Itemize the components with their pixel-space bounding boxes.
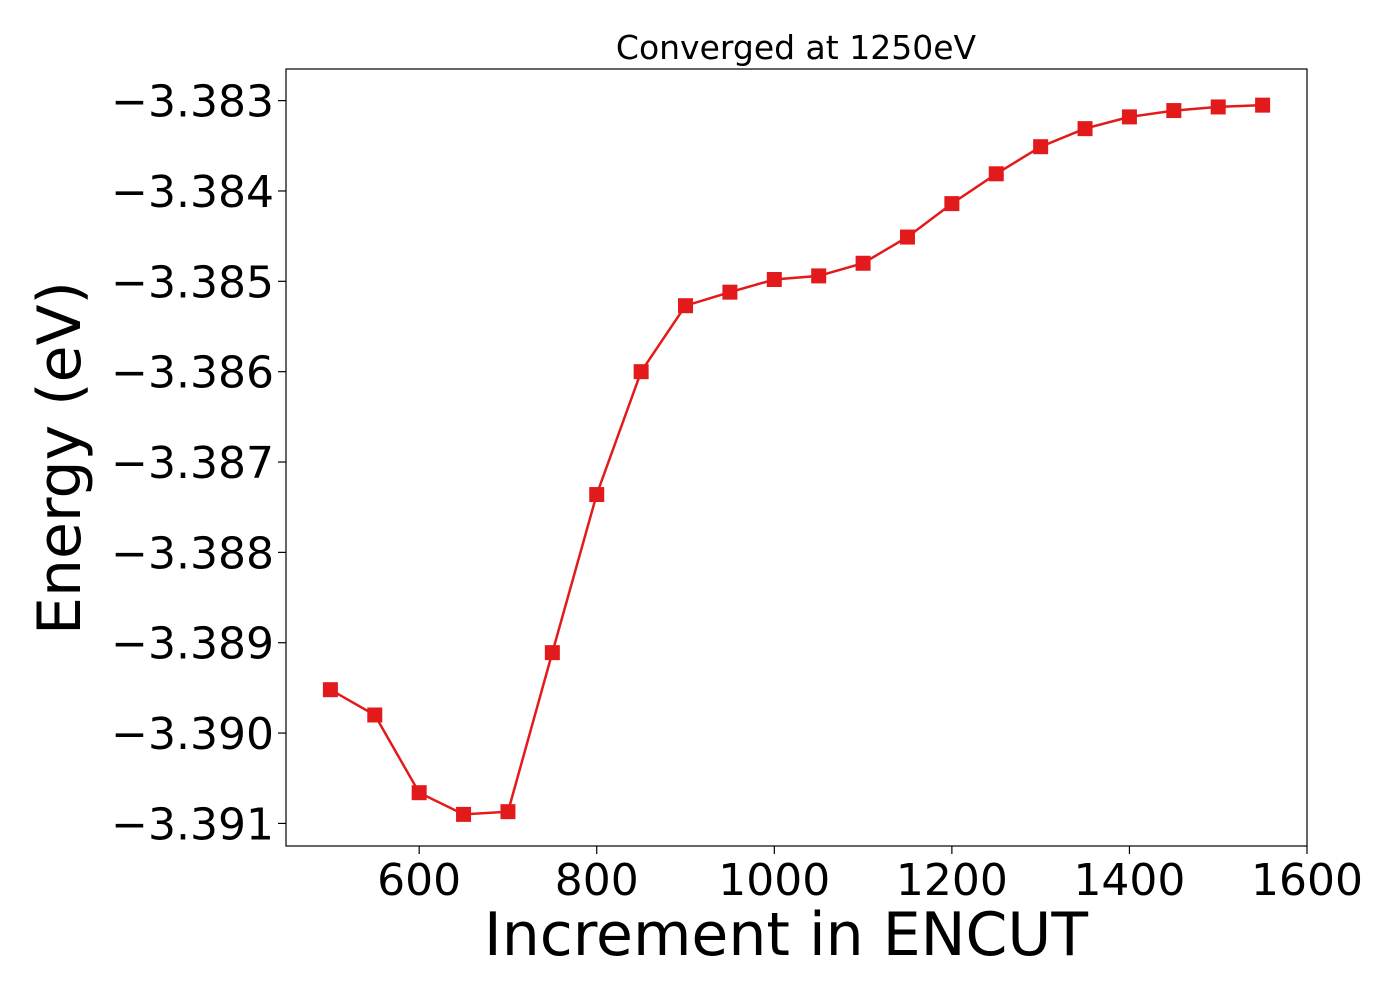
data-point-marker (1033, 139, 1049, 155)
series-line (329, 103, 1263, 816)
y-tick-label: −3.390 (111, 709, 274, 760)
data-point-marker (322, 682, 338, 698)
x-tick-label: 800 (555, 855, 639, 906)
y-tick-label: −3.386 (111, 348, 274, 399)
x-tick-label: 1200 (896, 855, 1008, 906)
x-tick-label: 600 (377, 855, 461, 906)
y-tick-label: −3.384 (111, 167, 274, 218)
data-point-marker (899, 229, 915, 245)
data-point-marker (678, 298, 694, 314)
data-point-marker (1077, 121, 1093, 137)
data-point-marker (722, 284, 738, 300)
data-point-marker (544, 645, 560, 661)
y-tick-label: −3.391 (111, 799, 274, 850)
data-point-marker (633, 364, 649, 380)
y-axis-label: Energy (eV) (25, 281, 95, 635)
data-point-marker (944, 196, 960, 212)
data-point-marker (1255, 97, 1271, 113)
data-point-marker (456, 806, 472, 822)
data-point-marker (589, 487, 605, 503)
data-point-marker (988, 166, 1004, 182)
data-point-marker (367, 707, 383, 723)
data-series (322, 97, 1271, 822)
data-point-marker (855, 255, 871, 271)
plot-area (285, 68, 1308, 847)
data-point-marker (1166, 103, 1182, 119)
chart-title: Converged at 1250eV (616, 28, 977, 67)
y-tick-label: −3.389 (111, 619, 274, 670)
x-axis-ticks: 600 800 1000 1200 1400 1600 (377, 846, 1363, 906)
data-point-marker (1210, 99, 1226, 115)
y-tick-label: −3.387 (111, 438, 274, 489)
y-axis-ticks: −3.383 −3.384 −3.385 −3.386 −3.387 −3.388 −3.3… (111, 77, 286, 850)
x-tick-label: 1400 (1073, 855, 1185, 906)
x-tick-label: 1000 (718, 855, 830, 906)
data-point-marker (811, 268, 827, 284)
data-point-marker (766, 272, 782, 288)
y-tick-label: −3.388 (111, 528, 274, 579)
y-tick-label: −3.385 (111, 257, 274, 308)
data-point-marker (500, 804, 516, 820)
x-axis-label: Increment in ENCUT (484, 900, 1088, 970)
x-tick-label: 1600 (1251, 855, 1363, 906)
y-tick-label: −3.383 (111, 77, 274, 128)
data-point-marker (1121, 109, 1137, 125)
data-point-marker (411, 785, 427, 801)
